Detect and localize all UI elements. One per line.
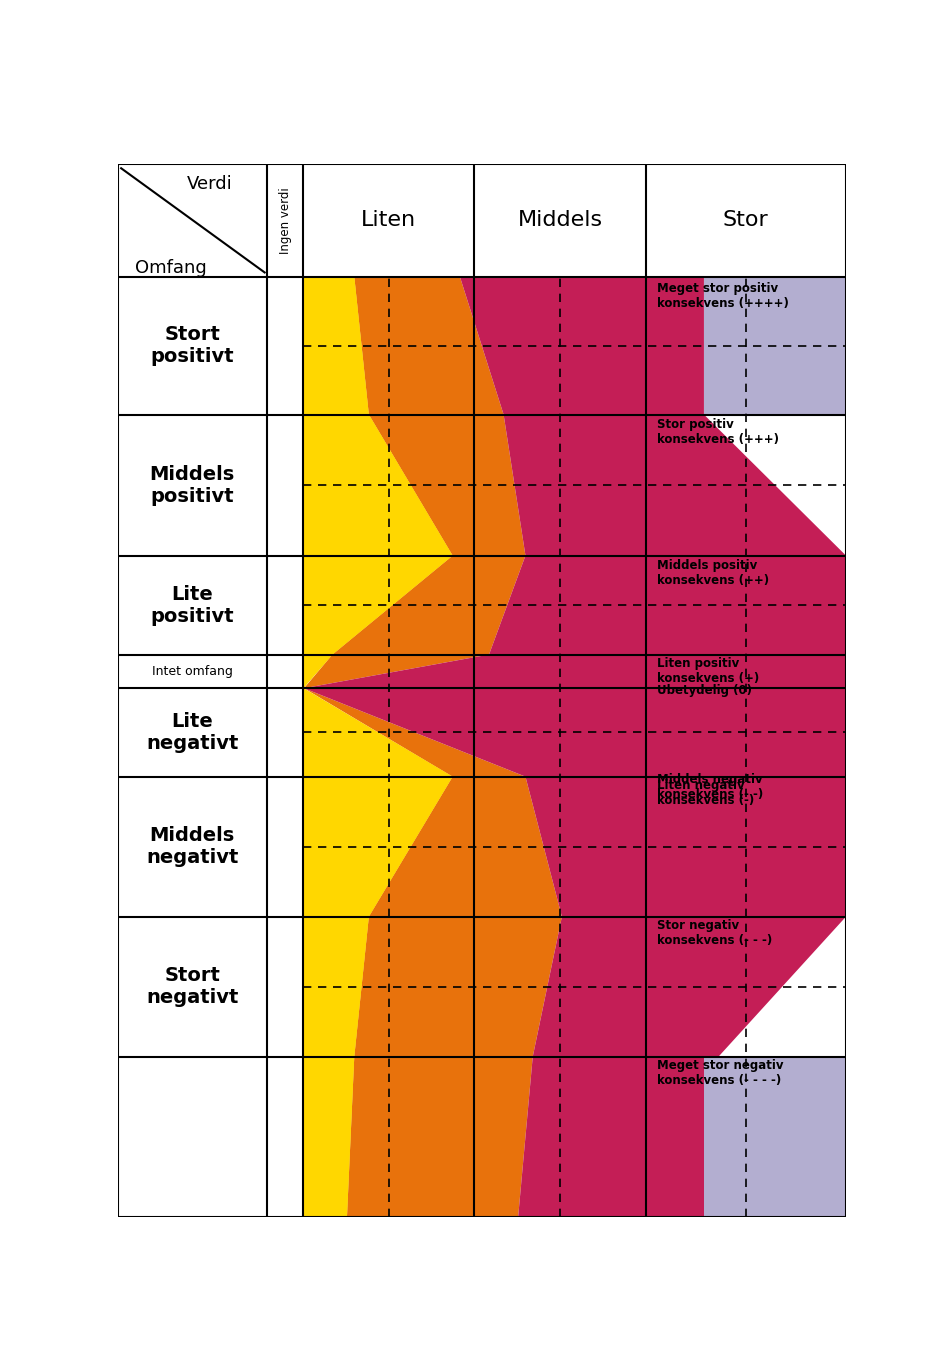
Text: Lite
positivt: Lite positivt bbox=[150, 585, 234, 626]
Polygon shape bbox=[704, 276, 846, 414]
Text: Stor: Stor bbox=[723, 211, 769, 231]
Polygon shape bbox=[304, 688, 562, 1217]
Text: Intet omfang: Intet omfang bbox=[151, 664, 232, 678]
Polygon shape bbox=[304, 688, 846, 1217]
Polygon shape bbox=[304, 688, 453, 1217]
Polygon shape bbox=[304, 276, 846, 688]
Text: Verdi: Verdi bbox=[187, 175, 233, 193]
Text: Liten: Liten bbox=[361, 211, 416, 231]
Text: Middels negativ
konsekvens (- -): Middels negativ konsekvens (- -) bbox=[656, 774, 763, 801]
Polygon shape bbox=[304, 276, 453, 688]
Polygon shape bbox=[704, 1057, 846, 1217]
Text: Meget stor positiv
konsekvens (++++): Meget stor positiv konsekvens (++++) bbox=[656, 282, 789, 310]
Text: Meget stor negativ
konsekvens (- - - -): Meget stor negativ konsekvens (- - - -) bbox=[656, 1058, 783, 1087]
Text: Middels
positivt: Middels positivt bbox=[149, 465, 235, 506]
Text: Ingen verdi: Ingen verdi bbox=[278, 187, 291, 254]
Text: Omfang: Omfang bbox=[135, 258, 207, 276]
Polygon shape bbox=[304, 688, 453, 1217]
Polygon shape bbox=[304, 276, 525, 688]
Text: Stort
negativt: Stort negativt bbox=[146, 966, 239, 1007]
Text: Stor negativ
konsekvens (- - -): Stor negativ konsekvens (- - -) bbox=[656, 919, 772, 947]
Text: Stor positiv
konsekvens (+++): Stor positiv konsekvens (+++) bbox=[656, 418, 778, 446]
Text: Ubetydelig (0): Ubetydelig (0) bbox=[656, 684, 752, 697]
Polygon shape bbox=[304, 276, 453, 688]
Text: Liten positiv
konsekvens (+): Liten positiv konsekvens (+) bbox=[656, 656, 759, 685]
Text: Lite
negativt: Lite negativt bbox=[146, 712, 239, 753]
Text: Stort
positivt: Stort positivt bbox=[150, 325, 234, 366]
Text: Middels positiv
konsekvens (++): Middels positiv konsekvens (++) bbox=[656, 559, 769, 586]
Text: Middels: Middels bbox=[518, 211, 603, 231]
Text: Liten negativ
konsekvens (-): Liten negativ konsekvens (-) bbox=[656, 779, 754, 807]
Text: Middels
negativt: Middels negativt bbox=[146, 826, 239, 867]
